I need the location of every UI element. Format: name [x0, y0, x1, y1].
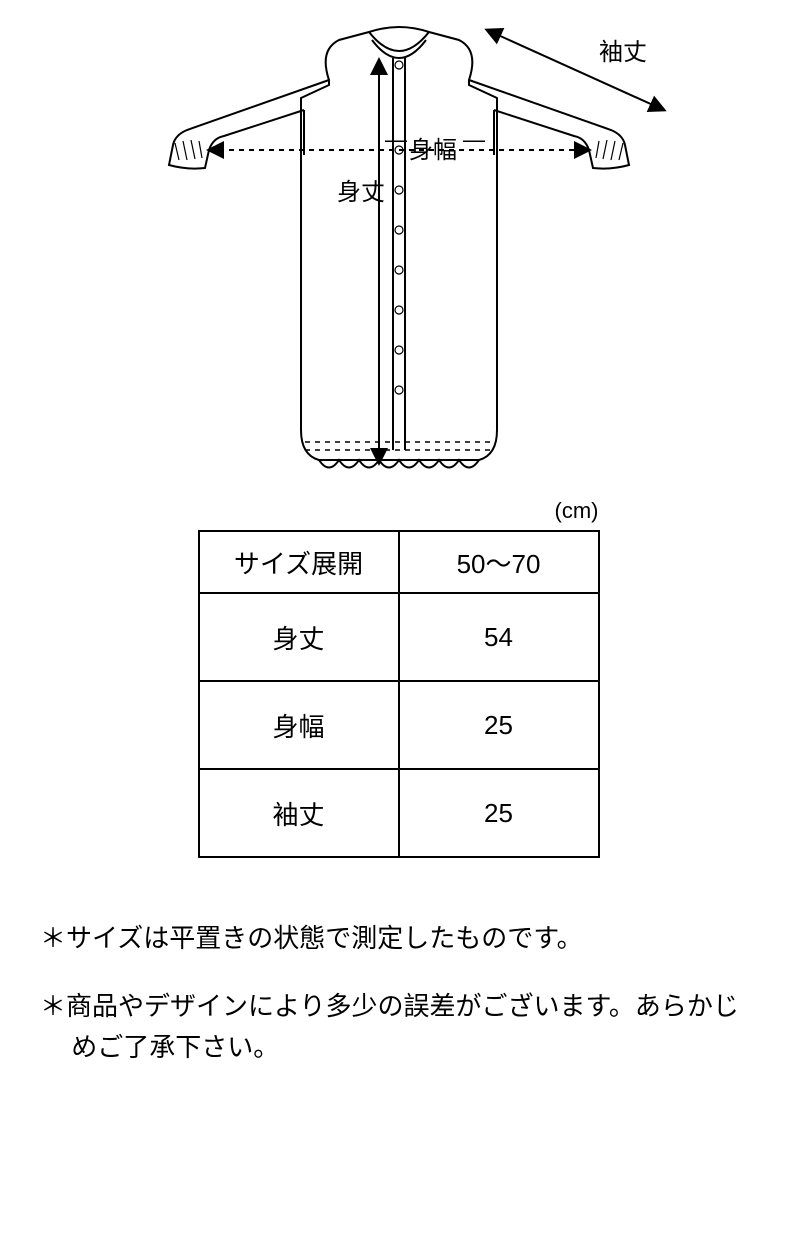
cell-value: 54: [399, 593, 599, 681]
notes-block: ＊サイズは平置きの状態で測定したものです。 ＊商品やデザインにより多少の誤差がご…: [40, 918, 757, 1067]
size-table: サイズ展開 50～70 身丈 54 身幅 25 袖丈 25: [198, 530, 600, 858]
table-row: サイズ展開 50～70: [199, 531, 599, 593]
cell-label: 身幅: [199, 681, 399, 769]
cell-value: 50～70: [399, 531, 599, 593]
unit-label: (cm): [199, 498, 599, 524]
table-row: 身丈 54: [199, 593, 599, 681]
garment-diagram: 身丈 — 身幅 — 袖丈: [79, 10, 719, 490]
note-line: ＊サイズは平置きの状態で測定したものです。: [40, 918, 757, 958]
sleeve-label: 袖丈: [599, 39, 647, 66]
cell-label: 身丈: [199, 593, 399, 681]
cell-value: 25: [399, 769, 599, 857]
width-label: 身幅: [409, 137, 457, 164]
width-dash-left: —: [385, 127, 407, 152]
table-row: 身幅 25: [199, 681, 599, 769]
width-dash-right: —: [463, 127, 485, 152]
cell-value: 25: [399, 681, 599, 769]
table-row: 袖丈 25: [199, 769, 599, 857]
length-label: 身丈: [337, 179, 385, 206]
note-line: ＊商品やデザインにより多少の誤差がございます。あらかじめご了承下さい。: [40, 986, 757, 1067]
cell-label: 袖丈: [199, 769, 399, 857]
cell-label: サイズ展開: [199, 531, 399, 593]
